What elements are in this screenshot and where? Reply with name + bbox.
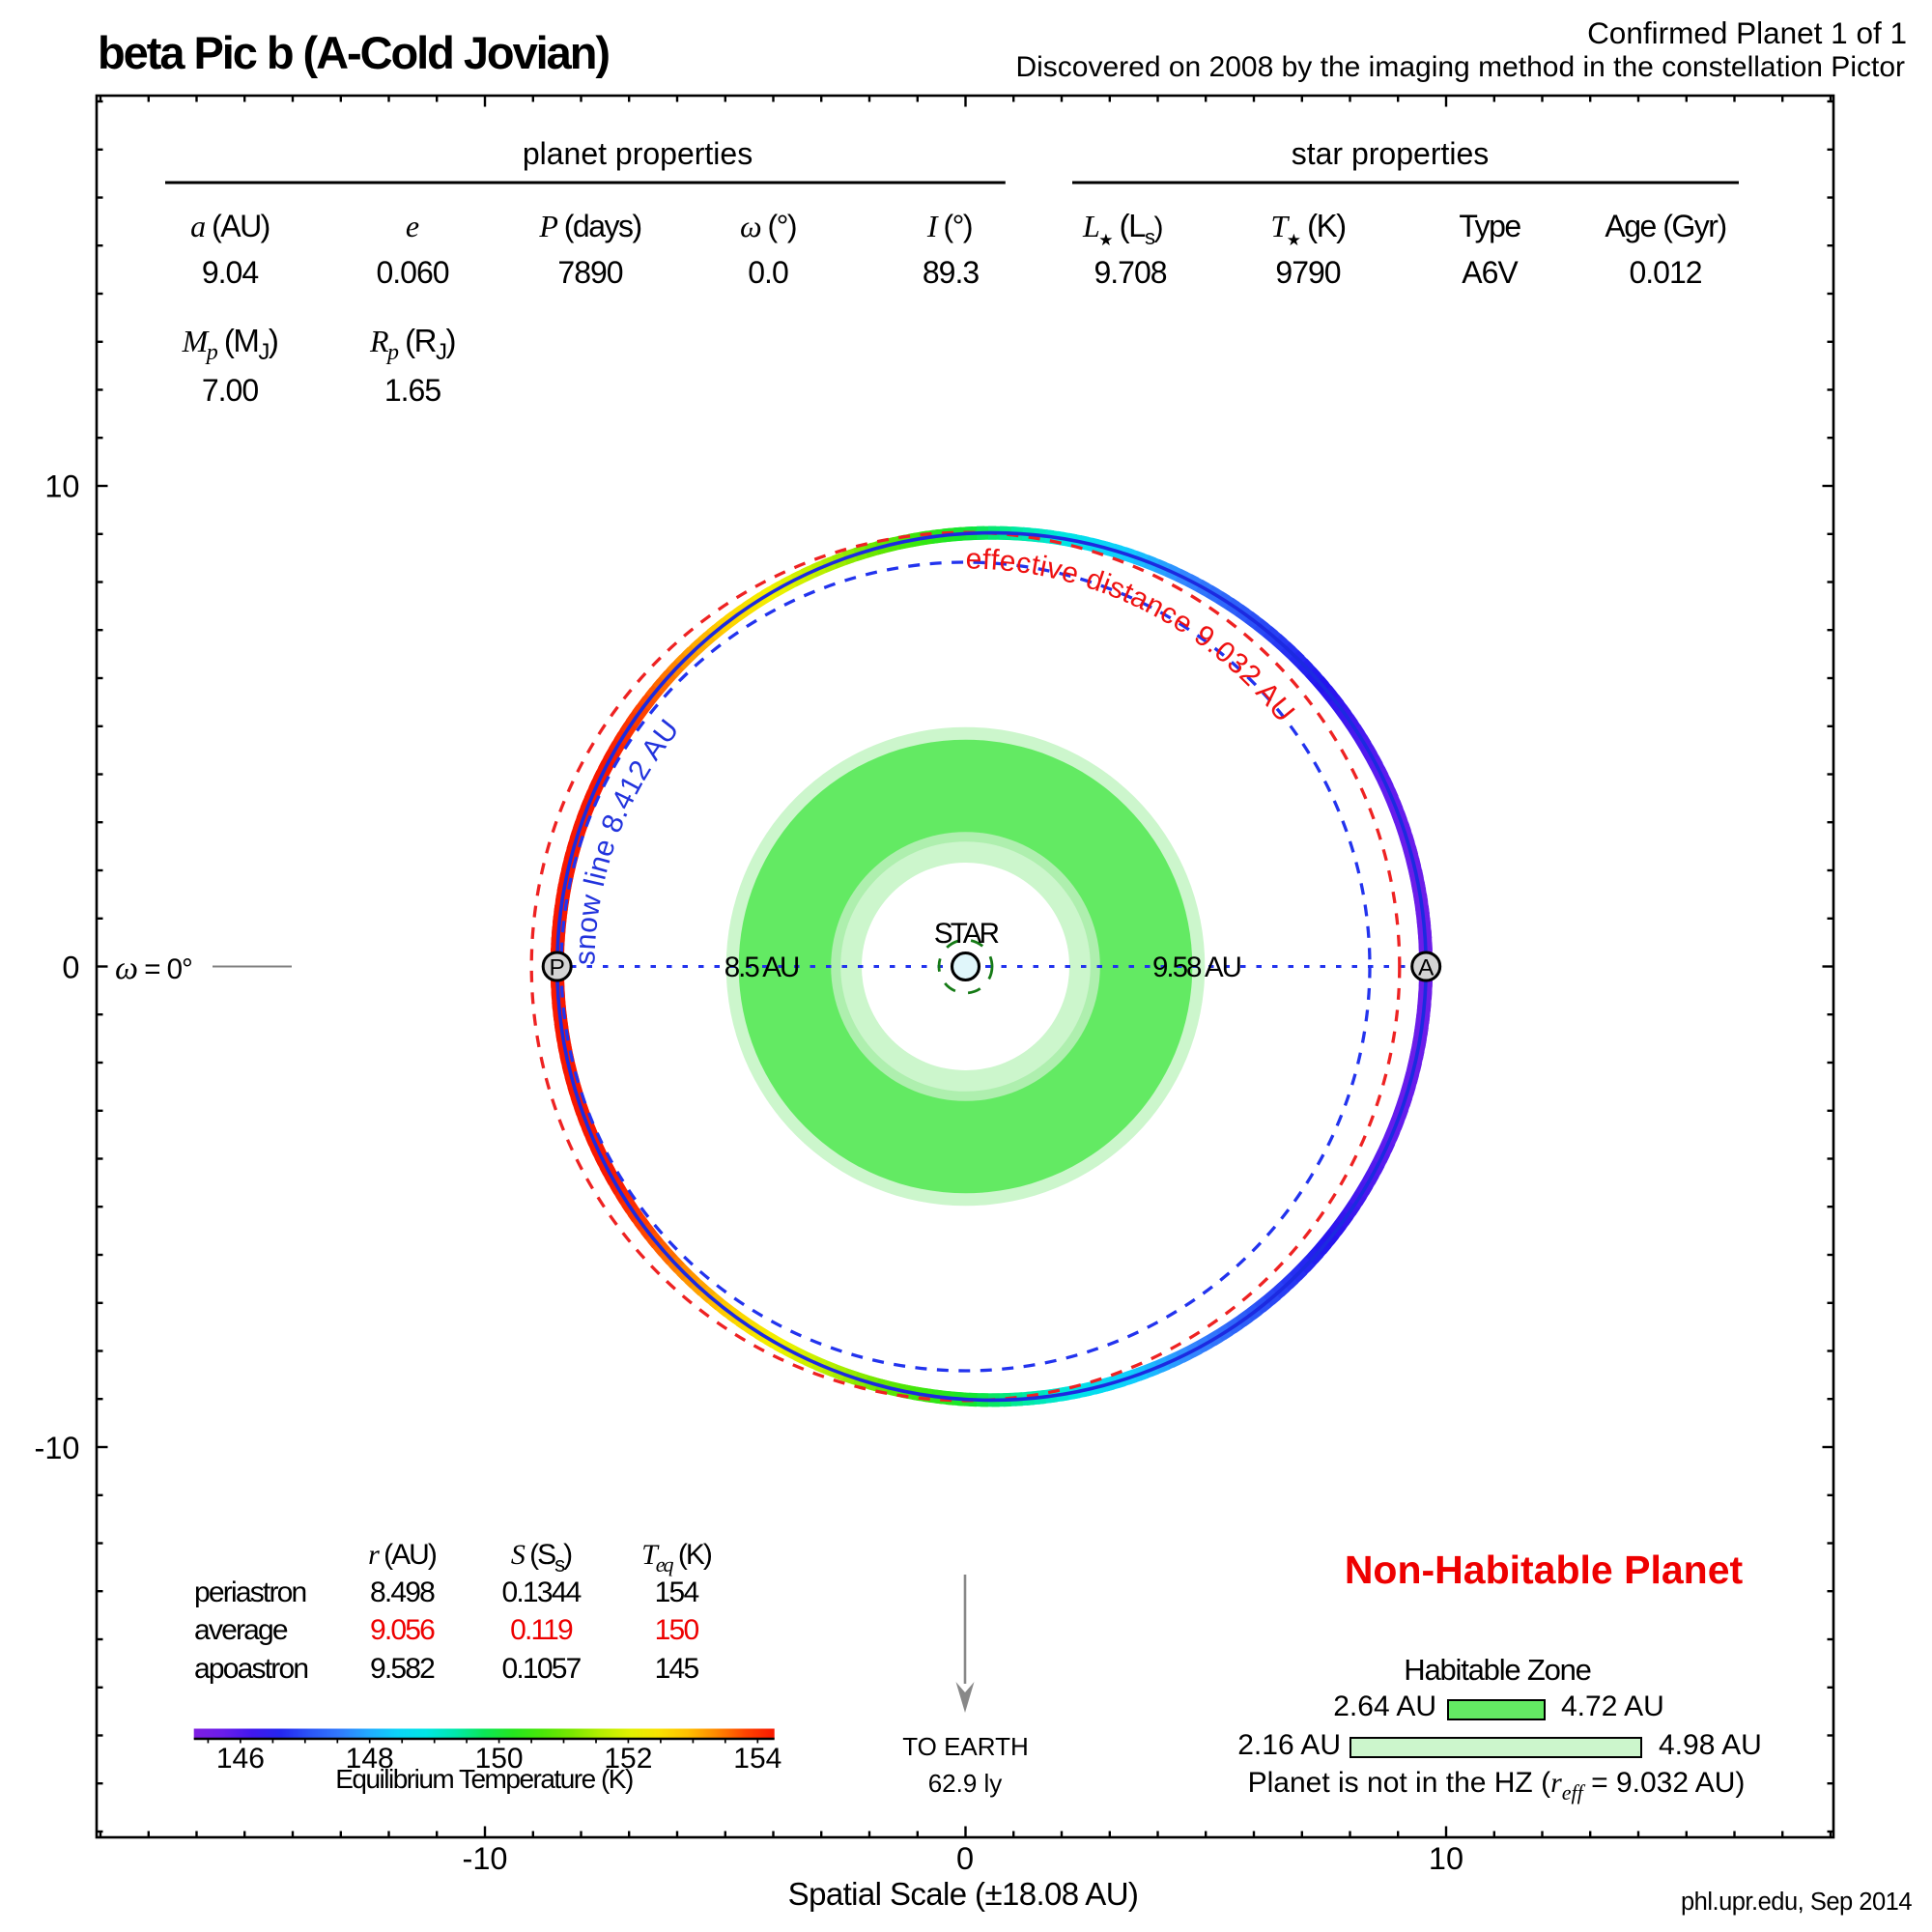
svg-text:apoastron: apoastron (194, 1653, 307, 1685)
svg-text:0.0: 0.0 (748, 255, 788, 290)
svg-text:9.056: 9.056 (370, 1614, 435, 1646)
svg-text:0.012: 0.012 (1629, 255, 1701, 290)
svg-text:62.9 ly: 62.9 ly (928, 1769, 1003, 1798)
svg-text:Teq (K): Teq (K) (641, 1539, 712, 1577)
svg-text:star properties: star properties (1292, 136, 1490, 171)
svg-text:A: A (1418, 955, 1435, 981)
svg-text:0: 0 (62, 950, 79, 984)
svg-text:-10: -10 (35, 1431, 80, 1465)
svg-text:0.1057: 0.1057 (502, 1653, 582, 1685)
svg-text:4.98 AU: 4.98 AU (1659, 1729, 1762, 1761)
svg-text:145: 145 (655, 1653, 699, 1685)
svg-text:0.1344: 0.1344 (502, 1577, 582, 1608)
svg-text:Planet is not in the HZ (reff: Planet is not in the HZ (reff = 9.032 AU… (1248, 1767, 1746, 1804)
svg-text:0: 0 (956, 1841, 974, 1876)
svg-text:Discovered on 2008 by the imag: Discovered on 2008 by the imaging method… (1015, 51, 1905, 83)
svg-text:L★ (Ls): L★ (Ls) (1082, 208, 1163, 249)
svg-text:ω (°): ω (°) (740, 209, 796, 243)
svg-text:2.16 AU: 2.16 AU (1237, 1729, 1341, 1761)
svg-text:9.582: 9.582 (370, 1653, 435, 1685)
svg-text:7.00: 7.00 (202, 373, 258, 408)
svg-text:average: average (194, 1614, 288, 1646)
svg-text:150: 150 (475, 1743, 524, 1775)
svg-text:TO EARTH: TO EARTH (902, 1732, 1029, 1761)
svg-text:Spatial Scale (±18.08 AU): Spatial Scale (±18.08 AU) (788, 1876, 1139, 1912)
svg-text:P: P (550, 955, 565, 981)
svg-text:9.04: 9.04 (202, 255, 258, 290)
svg-text:152: 152 (604, 1743, 652, 1775)
svg-text:10: 10 (1429, 1841, 1463, 1876)
svg-text:ω = 0°: ω = 0° (115, 951, 192, 986)
svg-text:STAR: STAR (934, 918, 999, 950)
svg-text:154: 154 (733, 1743, 781, 1775)
svg-text:0.119: 0.119 (510, 1614, 573, 1646)
svg-text:1.65: 1.65 (384, 373, 440, 408)
svg-text:148: 148 (346, 1743, 394, 1775)
svg-text:89.3: 89.3 (923, 255, 979, 290)
svg-text:8.5 AU: 8.5 AU (724, 952, 799, 983)
svg-text:Non-Habitable Planet: Non-Habitable Planet (1345, 1548, 1744, 1592)
svg-text:8.498: 8.498 (370, 1577, 435, 1608)
svg-text:a (AU): a (AU) (190, 209, 270, 243)
svg-text:9.708: 9.708 (1094, 255, 1166, 290)
svg-text:I (°): I (°) (926, 209, 972, 243)
svg-text:P (days): P (days) (538, 209, 640, 243)
svg-text:periastron: periastron (194, 1577, 306, 1608)
svg-text:T★ (K): T★ (K) (1270, 208, 1345, 249)
svg-text:2.64 AU: 2.64 AU (1333, 1690, 1436, 1722)
svg-text:Rp (RJ): Rp (RJ) (369, 323, 455, 365)
svg-text:e: e (406, 209, 419, 243)
svg-text:A6V: A6V (1462, 255, 1519, 290)
svg-text:150: 150 (655, 1614, 699, 1646)
svg-text:154: 154 (655, 1577, 699, 1608)
svg-text:9.58 AU: 9.58 AU (1152, 952, 1241, 983)
svg-text:S (Ss): S (Ss) (511, 1539, 572, 1577)
svg-text:Equilibrium Temperature (K): Equilibrium Temperature (K) (335, 1764, 633, 1794)
svg-text:r (AU): r (AU) (368, 1539, 437, 1571)
svg-text:planet properties: planet properties (523, 136, 753, 171)
svg-text:10: 10 (44, 469, 79, 503)
svg-text:Mp (MJ): Mp (MJ) (182, 323, 278, 365)
svg-text:phl.upr.edu, Sep 2014: phl.upr.edu, Sep 2014 (1681, 1889, 1912, 1916)
svg-text:4.72 AU: 4.72 AU (1561, 1690, 1664, 1722)
svg-text:Type: Type (1459, 209, 1520, 243)
svg-text:9790: 9790 (1275, 255, 1340, 290)
svg-text:146: 146 (216, 1743, 265, 1775)
svg-text:beta Pic b (A-Cold Jovian): beta Pic b (A-Cold Jovian) (98, 27, 609, 78)
svg-text:7890: 7890 (557, 255, 622, 290)
svg-text:-10: -10 (463, 1841, 508, 1876)
svg-text:0.060: 0.060 (376, 255, 448, 290)
svg-text:Habitable Zone: Habitable Zone (1404, 1653, 1590, 1687)
svg-text:Age (Gyr): Age (Gyr) (1605, 209, 1725, 243)
svg-text:Confirmed Planet 1 of 1: Confirmed Planet 1 of 1 (1587, 15, 1907, 50)
